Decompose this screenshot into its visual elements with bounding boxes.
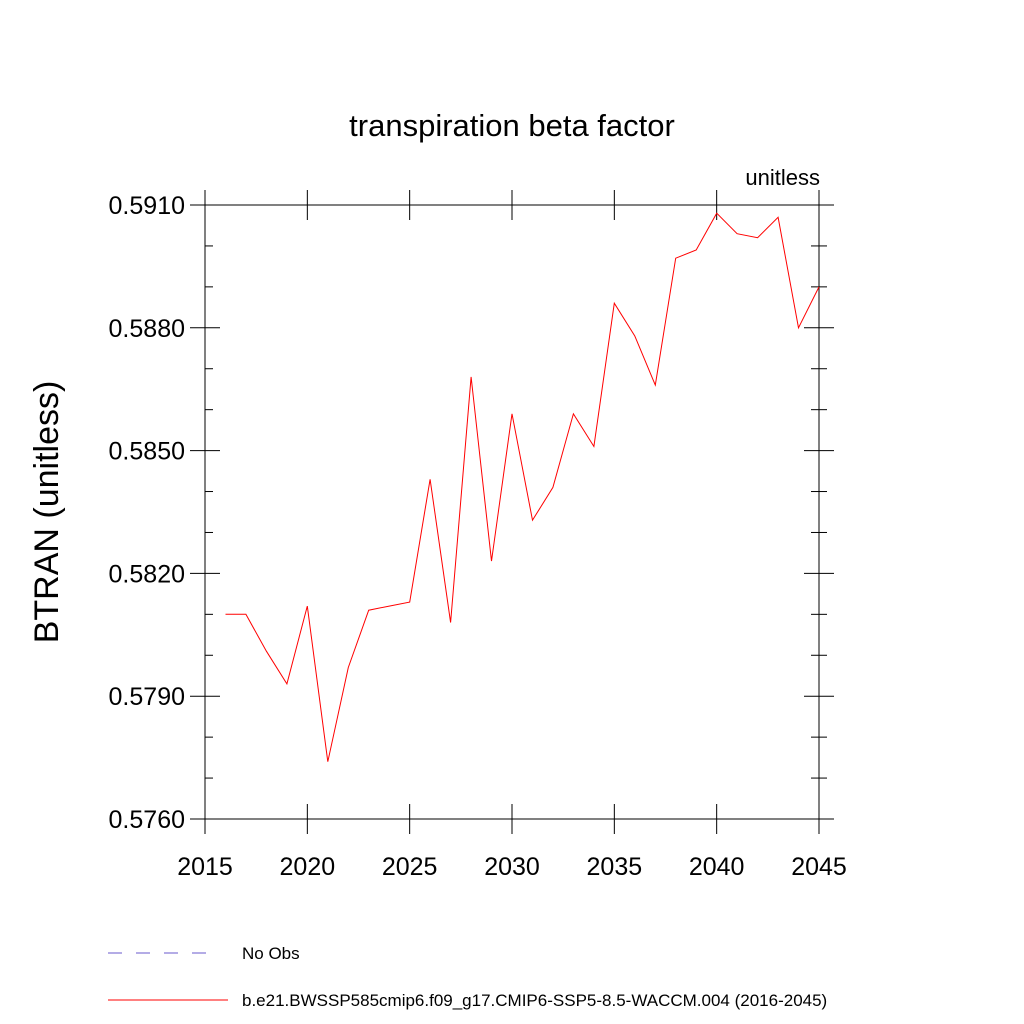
y-tick-labels: 0.5760 0.5790 0.5820 0.5850 0.5880 0.5910 xyxy=(109,192,185,834)
data-point xyxy=(348,667,349,668)
data-point xyxy=(634,335,635,336)
data-point xyxy=(286,683,287,684)
data-point xyxy=(368,610,369,611)
chart-title: transpiration beta factor xyxy=(349,108,675,143)
x-tick-label: 2040 xyxy=(689,853,745,881)
data-point xyxy=(225,614,226,615)
x-tick-label: 2015 xyxy=(177,853,233,881)
y-tick-label: 0.5820 xyxy=(109,560,185,588)
data-point xyxy=(491,561,492,562)
x-tick-label: 2045 xyxy=(791,853,847,881)
data-point xyxy=(655,385,656,386)
data-point xyxy=(470,376,471,377)
legend: No Obs b.e21.BWSSP585cmip6.f09_g17.CMIP6… xyxy=(108,944,827,1010)
data-point xyxy=(266,651,267,652)
x-tick-label: 2035 xyxy=(587,853,643,881)
y-tick-label: 0.5850 xyxy=(109,438,185,466)
y-tick-label: 0.5790 xyxy=(109,683,185,711)
axis-ticks xyxy=(190,190,834,834)
data-point xyxy=(245,614,246,615)
y-tick-label: 0.5760 xyxy=(109,806,185,834)
legend-label-no-obs: No Obs xyxy=(242,944,300,963)
data-point xyxy=(614,303,615,304)
data-point xyxy=(798,327,799,328)
data-point xyxy=(409,601,410,602)
legend-label-model: b.e21.BWSSP585cmip6.f09_g17.CMIP6-SSP5-8… xyxy=(242,991,827,1010)
x-tick-label: 2025 xyxy=(382,853,438,881)
data-point xyxy=(511,413,512,414)
data-point xyxy=(532,520,533,521)
data-point xyxy=(389,606,390,607)
data-point xyxy=(573,413,574,414)
plot-frame xyxy=(204,204,820,820)
series-line xyxy=(225,212,820,762)
data-point xyxy=(552,487,553,488)
data-point xyxy=(696,249,697,250)
data-point xyxy=(716,213,717,214)
data-point xyxy=(737,233,738,234)
data-point xyxy=(430,479,431,480)
data-point xyxy=(327,761,328,762)
y-tick-label: 0.5910 xyxy=(109,192,185,220)
data-point xyxy=(593,446,594,447)
series-group xyxy=(225,212,820,762)
data-point xyxy=(757,237,758,238)
x-tick-labels: 2015 2020 2025 2030 2035 2040 2045 xyxy=(177,853,847,881)
x-tick-label: 2030 xyxy=(484,853,540,881)
data-point xyxy=(777,217,778,218)
chart-units-label: unitless xyxy=(745,165,820,190)
data-point xyxy=(818,286,819,287)
data-point xyxy=(307,606,308,607)
y-axis-label: BTRAN (unitless) xyxy=(28,381,66,644)
y-tick-label: 0.5880 xyxy=(109,315,185,343)
data-point xyxy=(675,258,676,259)
x-tick-label: 2020 xyxy=(280,853,336,881)
data-point xyxy=(450,622,451,623)
